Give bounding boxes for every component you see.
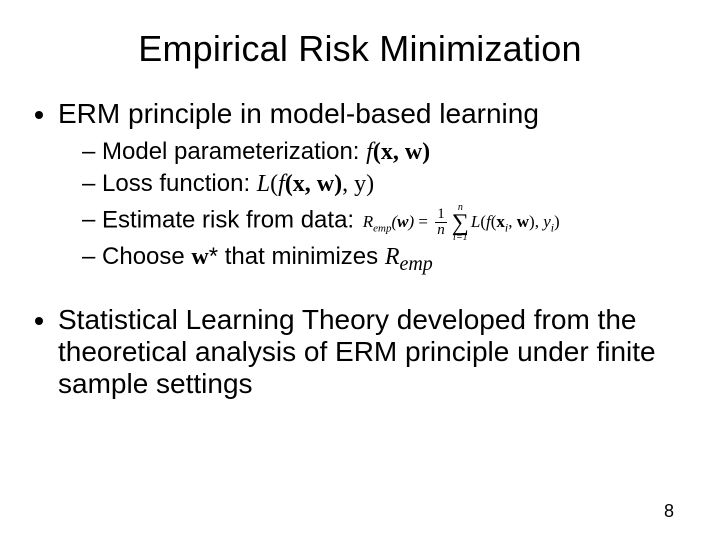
sub3-text: Estimate risk from data: <box>102 206 354 233</box>
sub2-f: f <box>278 171 285 197</box>
sigma-sym: ∑ <box>452 213 469 233</box>
sub4-w: w <box>191 244 208 270</box>
rhs-c2: , <box>535 212 544 231</box>
rhs-close: ) <box>554 212 560 231</box>
formula-eq: = <box>414 212 432 231</box>
sub1-f: f <box>366 139 373 165</box>
sub4-mid: that minimizes <box>218 243 385 270</box>
formula-lhs: Remp(w) <box>363 212 414 231</box>
bullet-2: Statistical Learning Theory developed fr… <box>58 304 680 400</box>
frac-den: n <box>435 222 447 238</box>
sub-bullet-4: Choose w* that minimizes Remp <box>82 241 680 278</box>
bullet-2-text: Statistical Learning Theory developed fr… <box>58 304 656 399</box>
sub2-text: Loss function: <box>102 170 257 197</box>
formula-frac: 1n <box>435 207 447 238</box>
bullet-1: ERM principle in model-based learning Mo… <box>58 98 680 278</box>
sub2-open: ( <box>270 171 278 197</box>
sub2-inner: (x, w) <box>285 171 342 197</box>
risk-formula: Remp(w) = 1nn∑i=1L(f(xi, w), yi) <box>363 203 560 243</box>
sub4-star: * <box>209 243 218 270</box>
sub1-args: (x, w) <box>373 139 430 165</box>
bullet-1-text: ERM principle in model-based learning <box>58 98 539 129</box>
sub4-R: R <box>385 244 400 270</box>
sub2-L: L <box>257 171 270 197</box>
sub-bullet-3: Estimate risk from data: Remp(w) = 1nn∑i… <box>82 201 680 241</box>
sub4-Rsub: emp <box>399 253 432 275</box>
formula-lhs-arg: (w) <box>391 212 414 231</box>
sigma-bot: i=1 <box>452 233 469 243</box>
formula-rhs: L(f(xi, w), yi) <box>471 212 560 231</box>
sub1-text: Model parameterization: <box>102 138 366 165</box>
formula-R: R <box>363 212 373 231</box>
sub-bullet-2: Loss function: L(f(x, w), y) <box>82 168 680 200</box>
sub-bullet-list-1: Model parameterization: f(x, w) Loss fun… <box>82 136 680 278</box>
slide-title: Empirical Risk Minimization <box>40 28 680 70</box>
page-number: 8 <box>664 501 674 522</box>
rhs-x: x <box>496 212 505 231</box>
formula-Rsub: emp <box>373 222 391 234</box>
top-bullet-list: ERM principle in model-based learning Mo… <box>58 98 680 400</box>
rhs-L: L <box>471 212 480 231</box>
slide: Empirical Risk Minimization ERM principl… <box>0 0 720 540</box>
formula-sigma: n∑i=1 <box>452 203 469 243</box>
rhs-w: w <box>517 212 529 231</box>
frac-num: 1 <box>435 207 447 222</box>
sub4-pre: Choose <box>102 243 191 270</box>
rhs-c1: , <box>508 212 517 231</box>
sub2-close: , y) <box>342 171 374 197</box>
rhs-y: y <box>543 212 551 231</box>
sub-bullet-1: Model parameterization: f(x, w) <box>82 136 680 168</box>
